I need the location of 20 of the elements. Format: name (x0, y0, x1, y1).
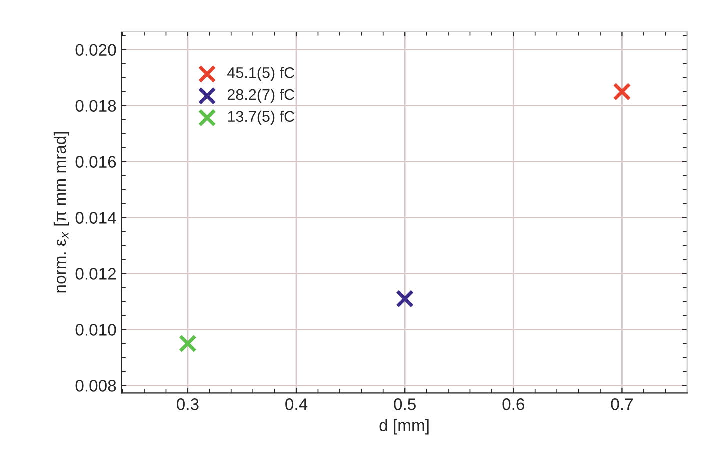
x-axis-title: d [mm] (380, 419, 429, 435)
legend-label: 28.2(7) fC (228, 88, 295, 104)
point (396, 290, 414, 308)
legend-label: 45.1(5) fC (228, 67, 295, 82)
y-tick-label: 0.014 (76, 212, 116, 224)
x-tick-label: 0.5 (394, 398, 416, 410)
y-tick-label: 0.020 (76, 44, 116, 56)
point (613, 82, 632, 101)
x-tick-label: 0.3 (177, 398, 199, 410)
y-tick-label: 0.016 (76, 156, 116, 168)
y-axis-title: norm. ε$_{x}$ [π mm mrad] (54, 132, 70, 293)
point (178, 334, 197, 353)
x-tick-label: 0.7 (611, 398, 633, 410)
y-tick-label: 0.010 (76, 324, 116, 336)
y-tick-label: 0.012 (76, 268, 116, 280)
legend-label: 13.7(5) fC (228, 110, 295, 126)
y-tick-label: 0.018 (76, 100, 116, 112)
x-tick-label: 0.6 (502, 398, 525, 410)
y-tick-label: 0.008 (76, 380, 116, 392)
x-tick-label: 0.4 (286, 398, 308, 410)
